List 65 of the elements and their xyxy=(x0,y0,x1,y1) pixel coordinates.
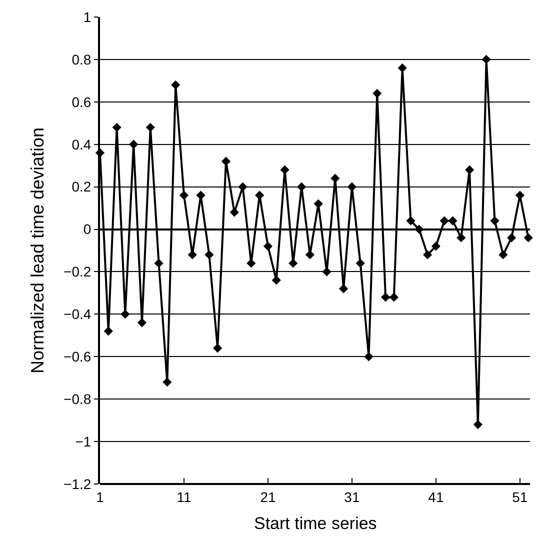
point xyxy=(305,250,315,260)
y-tick-label: −0.2 xyxy=(64,264,92,280)
y-axis-title: Normalized lead time deviation xyxy=(27,127,48,374)
point xyxy=(255,190,264,200)
y-tick-label: 1 xyxy=(83,8,92,25)
y-tick-label: −0.8 xyxy=(64,390,92,407)
point xyxy=(431,242,440,251)
x-tick-label: 41 xyxy=(428,488,444,505)
point xyxy=(473,420,482,430)
point xyxy=(213,344,222,353)
x-axis-title: Start time series xyxy=(254,514,377,533)
point xyxy=(297,182,306,192)
point xyxy=(406,216,416,226)
point xyxy=(272,276,281,285)
point xyxy=(204,250,214,260)
point xyxy=(356,258,365,268)
point xyxy=(490,216,500,226)
point xyxy=(314,199,323,208)
y-tick-label: 0.6 xyxy=(72,94,92,110)
point xyxy=(506,233,516,242)
point xyxy=(322,267,332,276)
point xyxy=(498,250,508,260)
point xyxy=(129,140,138,149)
x-tick-label: 31 xyxy=(344,488,360,505)
x-tick-label: 1 xyxy=(96,488,104,505)
x-tick-label: 21 xyxy=(260,488,276,505)
point xyxy=(482,54,491,64)
point xyxy=(179,190,189,200)
point xyxy=(280,165,290,174)
point xyxy=(440,216,449,226)
point xyxy=(524,233,533,242)
x-tick-label: 51 xyxy=(512,488,528,505)
point xyxy=(238,182,248,192)
point xyxy=(162,378,172,387)
point xyxy=(263,242,273,251)
point xyxy=(398,63,407,72)
y-tick-label: 0.4 xyxy=(72,136,92,152)
point xyxy=(456,233,466,242)
point xyxy=(381,292,390,302)
point xyxy=(347,182,356,192)
point xyxy=(221,156,231,166)
point xyxy=(448,216,458,226)
y-tick-label: 0.2 xyxy=(72,178,92,195)
point xyxy=(414,224,424,234)
point xyxy=(137,318,147,328)
point xyxy=(364,352,374,362)
point xyxy=(104,326,113,336)
point xyxy=(372,88,382,98)
x-tick-label: 11 xyxy=(176,488,192,505)
point xyxy=(339,284,348,294)
point xyxy=(120,310,130,319)
point xyxy=(154,258,164,268)
point xyxy=(464,165,474,174)
y-tick-label: −1.2 xyxy=(64,476,92,492)
point xyxy=(171,80,180,90)
point xyxy=(330,174,340,183)
point xyxy=(146,122,155,132)
point xyxy=(389,292,398,302)
y-tick-label: 0.8 xyxy=(72,51,92,68)
point xyxy=(112,122,122,132)
y-tick-label: 0 xyxy=(83,221,92,238)
point xyxy=(422,250,432,260)
y-tick-label: −0.4 xyxy=(64,306,92,322)
y-tick-label: −0.6 xyxy=(64,348,92,365)
y-tick-label: −1 xyxy=(75,433,92,450)
